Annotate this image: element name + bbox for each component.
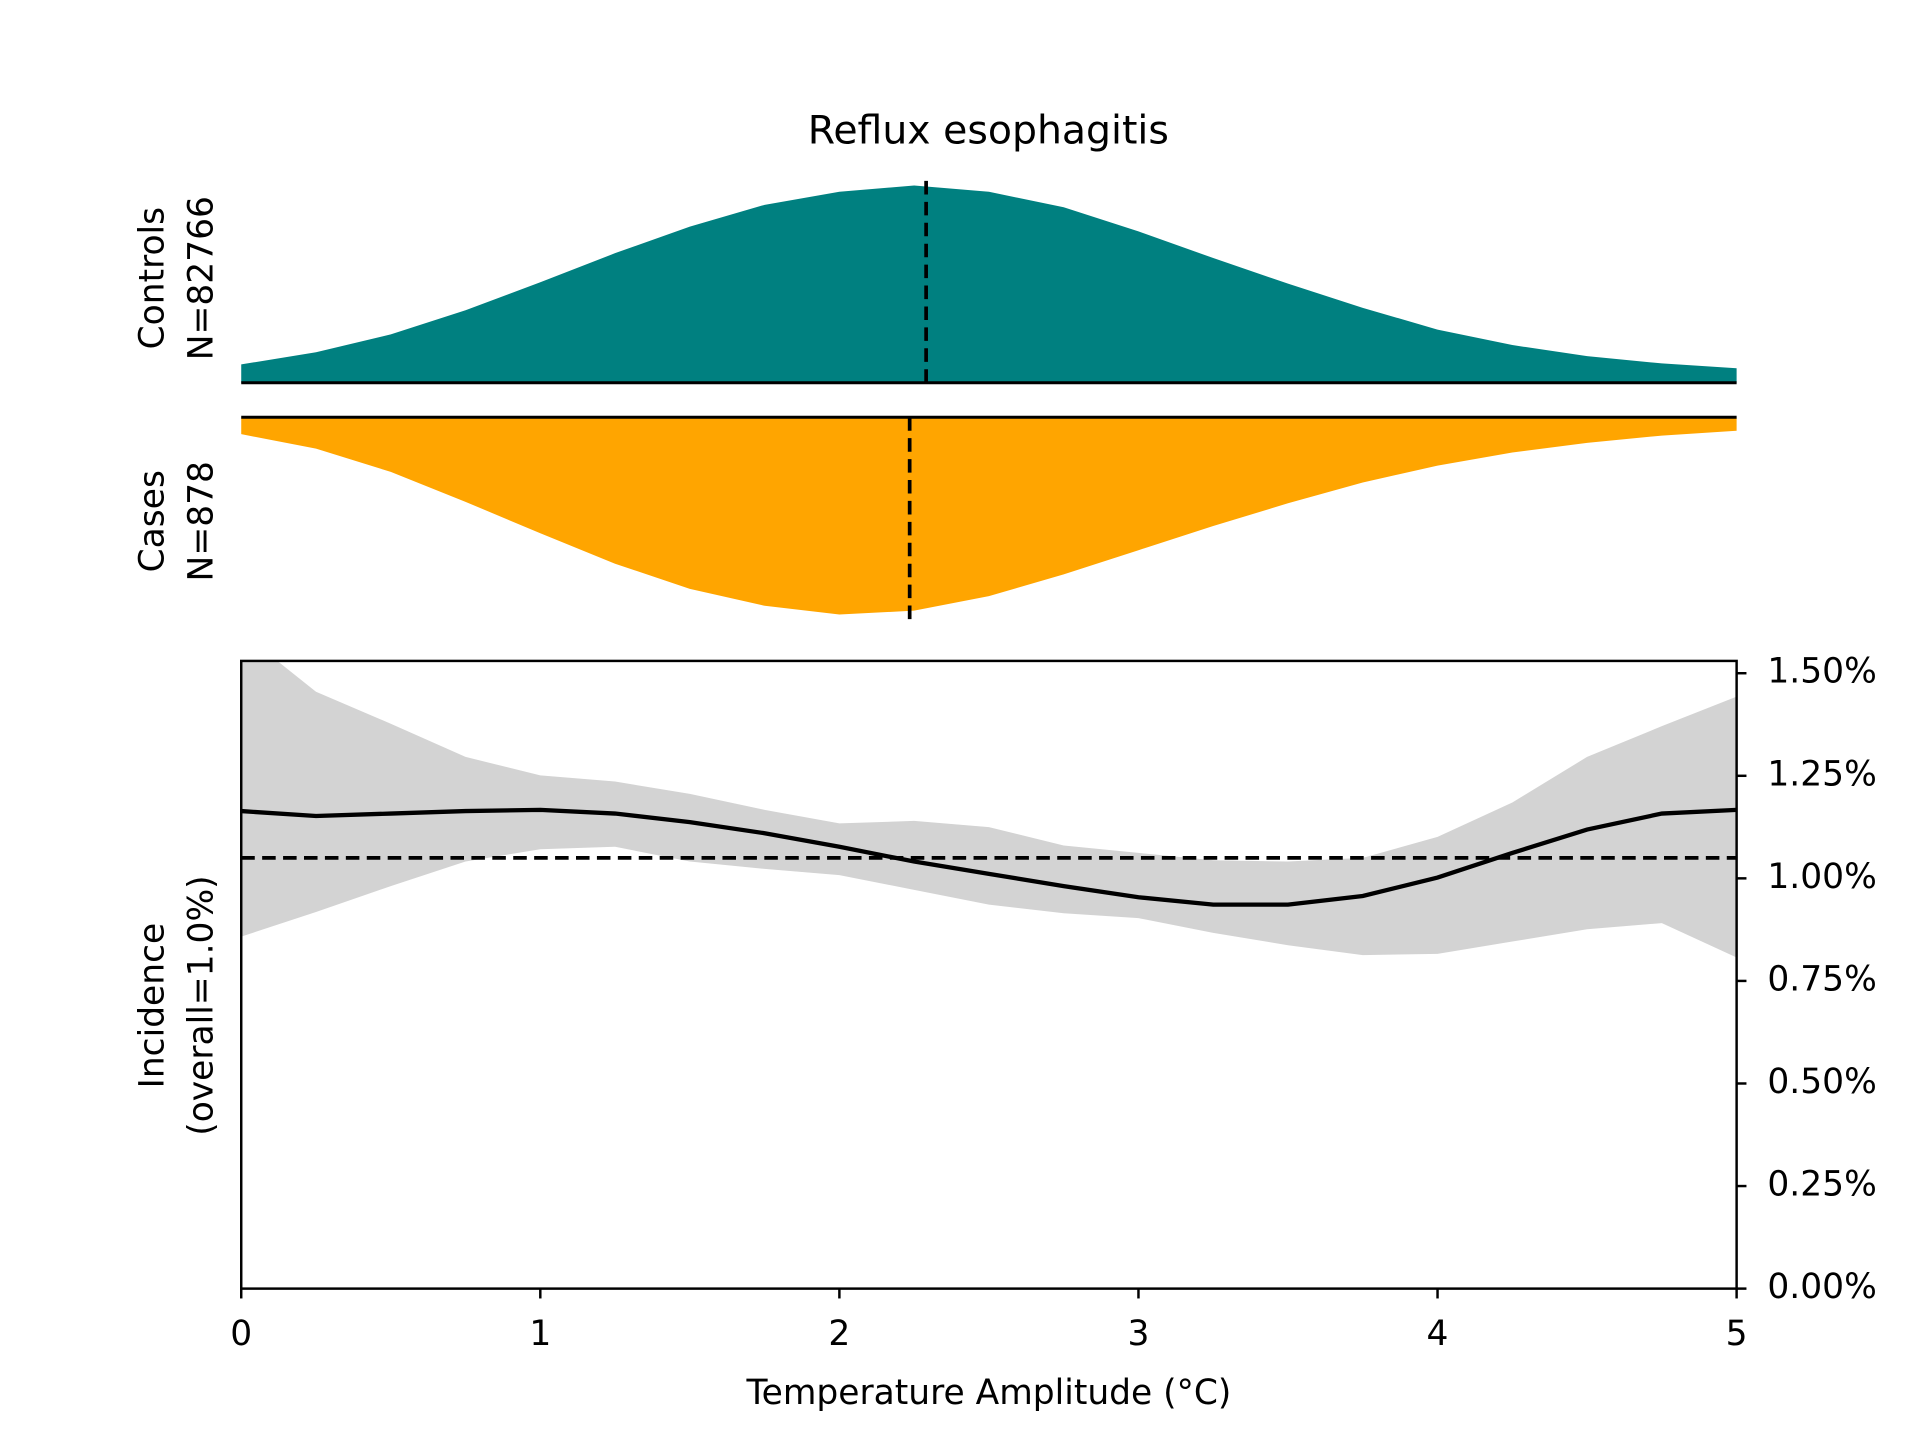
y2-tick-label: 1.00%: [1767, 857, 1876, 897]
x-tick-label: 1: [529, 1314, 551, 1354]
x-tick-label: 2: [828, 1314, 850, 1354]
density-area: [241, 185, 1737, 383]
y-axis-label: Controls: [132, 207, 172, 350]
y-axis-label: N=82766: [182, 196, 222, 360]
y-axis-label: Incidence: [132, 923, 172, 1089]
y2-tick-label: 1.25%: [1767, 754, 1876, 794]
x-tick-label: 5: [1726, 1314, 1748, 1354]
y2-tick-label: 0.25%: [1767, 1165, 1876, 1205]
y2-tick-label: 0.00%: [1767, 1267, 1876, 1307]
y-axis-label: N=878: [182, 461, 222, 581]
x-tick-label: 4: [1427, 1314, 1449, 1354]
density-area: [241, 417, 1737, 615]
y2-tick-label: 1.50%: [1767, 652, 1876, 692]
x-tick-label: 3: [1128, 1314, 1150, 1354]
y2-tick-label: 0.50%: [1767, 1062, 1876, 1102]
y-axis-label: Cases: [132, 470, 172, 572]
chart-title: Reflux esophagitis: [808, 107, 1169, 153]
plot-frame: [240, 659, 1738, 1290]
y-axis-label: (overall=1.0%): [182, 875, 222, 1135]
confidence-band: [241, 660, 1737, 958]
incidence-line: [241, 807, 1737, 907]
y2-tick-label: 0.75%: [1767, 959, 1876, 999]
x-axis-label: Temperature Amplitude (°C): [745, 1373, 1231, 1413]
x-tick-label: 0: [230, 1314, 252, 1354]
